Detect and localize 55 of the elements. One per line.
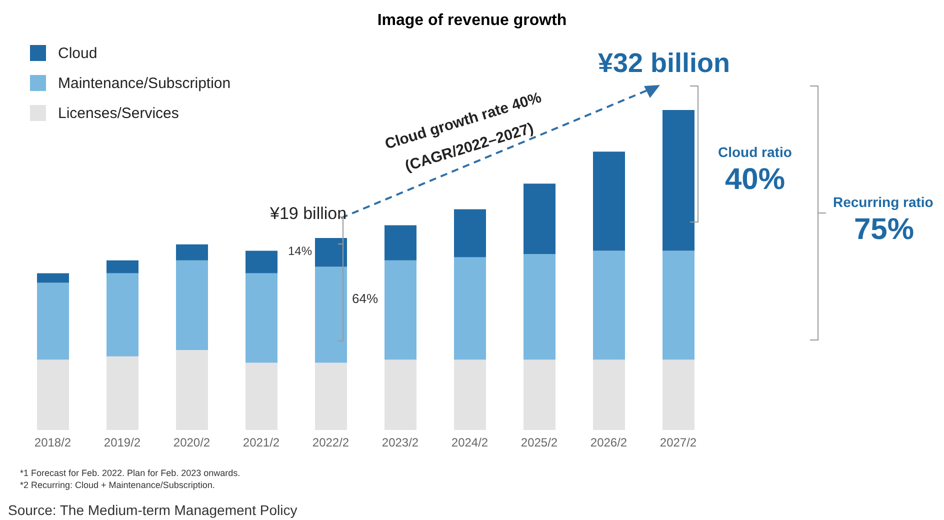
x-tick-label: 2018/2 <box>34 436 72 450</box>
bar <box>37 273 69 283</box>
bar <box>37 282 69 360</box>
x-tick-label: 2025/2 <box>520 436 558 450</box>
bar <box>106 273 138 356</box>
bar <box>662 250 694 360</box>
x-tick-label: 2020/2 <box>173 436 210 450</box>
x-tick-label: 2022/2 <box>312 436 350 450</box>
x-tick-label: 2027/2 <box>660 436 697 450</box>
text: *1 Forecast for Feb. 2022. Plan for Feb. 2023 onwards. <box>20 468 240 478</box>
bar <box>246 362 278 430</box>
annotation: 14% <box>288 244 312 258</box>
bar <box>593 152 625 251</box>
bar <box>524 254 556 360</box>
text: *2 Recurring: Cloud + Maintenance/Subscription. <box>20 480 215 490</box>
bar <box>106 260 138 274</box>
x-tick-label: 2024/2 <box>451 436 488 450</box>
text: 75% <box>854 213 914 247</box>
bar <box>524 360 556 430</box>
x-tick-label: 2021/2 <box>242 436 280 450</box>
bar <box>384 225 416 260</box>
bar <box>662 360 694 430</box>
bar <box>176 350 208 430</box>
legend-label: Cloud <box>58 44 98 62</box>
bar <box>384 360 416 430</box>
annotation: ¥19 billion <box>270 204 347 224</box>
bar <box>454 209 486 258</box>
bar <box>37 360 69 430</box>
bar <box>315 362 347 430</box>
source-note: Source: The Medium-term Management Policy <box>8 502 298 518</box>
text: Recurring ratio <box>833 194 934 210</box>
bar <box>176 244 208 260</box>
bar <box>315 266 347 363</box>
bar <box>315 238 347 267</box>
text: 40% <box>725 163 786 197</box>
text: ¥32 billion <box>598 48 730 79</box>
annotation: 64% <box>352 291 378 306</box>
bar <box>246 250 278 274</box>
x-tick-label: 2026/2 <box>590 436 628 450</box>
x-tick-label: 2019/2 <box>104 436 141 450</box>
bar <box>454 360 486 430</box>
chart-title: Image of revenue growth <box>376 12 568 30</box>
bar <box>454 257 486 360</box>
text: Cloud ratio <box>718 144 792 160</box>
bar <box>246 273 278 363</box>
bar <box>106 356 138 430</box>
legend-label: Licenses/Services <box>58 104 179 122</box>
bar <box>176 260 208 350</box>
bar <box>593 360 625 430</box>
bar <box>662 110 694 251</box>
bar <box>593 250 625 360</box>
bar <box>384 260 416 360</box>
x-tick-label: 2023/2 <box>382 436 419 450</box>
bar <box>524 184 556 254</box>
legend-label: Maintenance/Subscription <box>58 74 231 92</box>
